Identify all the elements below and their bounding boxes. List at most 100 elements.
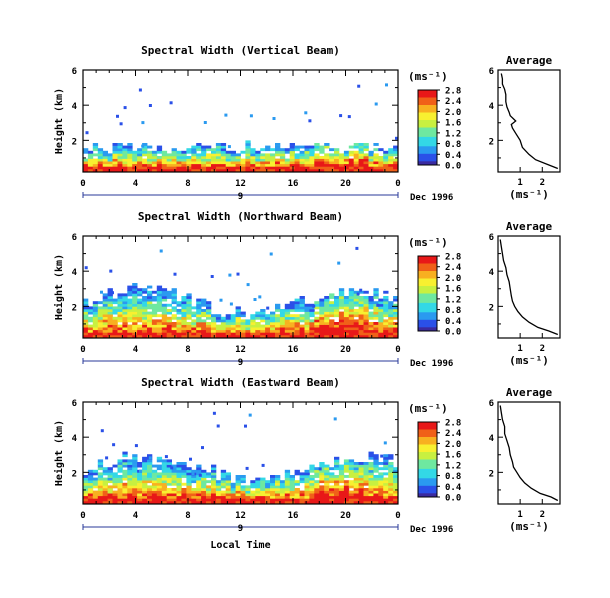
- heatmap-cell: [240, 495, 246, 499]
- heatmap-cell: [368, 451, 374, 455]
- heatmap-cell: [186, 488, 192, 491]
- heatmap-cell: [270, 475, 276, 478]
- heatmap-cell: [127, 303, 133, 307]
- colorbar-segment: [418, 159, 437, 162]
- heatmap-cell: [378, 467, 384, 471]
- heatmap-cell: [117, 314, 123, 318]
- heatmap-cell: [334, 495, 340, 499]
- heatmap-cell: [265, 498, 271, 502]
- heatmap-cell: [324, 158, 330, 162]
- heatmap-cell: [363, 161, 369, 165]
- heatmap-cell: [122, 169, 128, 172]
- heatmap-cell: [353, 169, 359, 172]
- heatmap-cell: [339, 114, 343, 118]
- heatmap-cell: [314, 475, 320, 478]
- colorbar-segment: [418, 295, 437, 298]
- colorbar-tick-label: 2.0: [445, 440, 461, 450]
- heatmap-cell: [363, 169, 369, 172]
- heatmap-cell: [181, 495, 187, 499]
- heatmap-cell: [368, 485, 374, 489]
- heatmap-cell: [353, 327, 359, 331]
- x-tick-label: 20: [340, 511, 351, 521]
- colorbar-tick-label: 1.2: [445, 295, 461, 305]
- heatmap-cell: [314, 329, 320, 333]
- heatmap-cell: [201, 480, 207, 484]
- heatmap-cell: [314, 169, 320, 172]
- heatmap-cell: [353, 332, 359, 336]
- heatmap-cell: [191, 501, 197, 504]
- heatmap-cell: [137, 493, 143, 497]
- y-tick-label: 4: [72, 268, 78, 278]
- heatmap-cell: [255, 324, 261, 328]
- colorbar-segment: [418, 487, 437, 490]
- heatmap-cell: [206, 322, 212, 325]
- heatmap-cell: [176, 332, 182, 336]
- heatmap-cell: [107, 288, 113, 292]
- heatmap-cell: [284, 332, 291, 336]
- heatmap-cell: [132, 296, 138, 299]
- heatmap-cell: [132, 314, 138, 318]
- heatmap-cell: [338, 166, 345, 170]
- heatmap-cell: [309, 488, 315, 491]
- heatmap-cell: [363, 153, 369, 157]
- heatmap-cell: [319, 298, 325, 302]
- heatmap-cell: [147, 501, 153, 504]
- heatmap-cell: [87, 153, 94, 157]
- colorbar-tick-label: 2.8: [445, 419, 461, 429]
- heatmap-cell: [151, 161, 158, 165]
- heatmap-cell: [324, 296, 330, 299]
- heatmap-cell: [147, 329, 153, 333]
- heatmap-cell: [181, 319, 187, 323]
- heatmap-cell: [368, 163, 374, 167]
- heatmap-cell: [363, 311, 369, 315]
- heatmap-cell: [304, 482, 310, 486]
- heatmap-cell: [230, 314, 236, 318]
- heatmap-cell: [186, 298, 192, 302]
- heatmap-cell: [329, 303, 335, 307]
- heatmap-cell: [250, 490, 256, 494]
- heatmap-cell: [255, 316, 261, 320]
- heatmap-cell: [132, 283, 138, 286]
- heatmap-cell: [171, 327, 177, 331]
- heatmap-cell: [314, 143, 320, 146]
- heatmap-cell: [373, 501, 379, 504]
- heatmap-cell: [314, 166, 320, 170]
- average-x-label: (ms⁻¹): [509, 354, 549, 367]
- heatmap-cell: [373, 495, 379, 499]
- heatmap-cell: [270, 490, 276, 494]
- heatmap-cell: [353, 143, 359, 146]
- heatmap-cell: [309, 482, 315, 486]
- heatmap-cell: [211, 327, 217, 331]
- heatmap-cell: [388, 306, 394, 310]
- heatmap-cell: [388, 169, 394, 172]
- heatmap-cell: [156, 498, 163, 502]
- heatmap-cell: [329, 158, 335, 162]
- heatmap-cell: [235, 169, 241, 172]
- heatmap-cell: [348, 469, 355, 473]
- heatmap-cell: [373, 288, 379, 292]
- heatmap-cell: [161, 490, 168, 494]
- heatmap-cell: [186, 314, 192, 318]
- heatmap-cell: [122, 156, 128, 159]
- heatmap-cell: [151, 464, 158, 468]
- heatmap-cell: [275, 480, 281, 484]
- heatmap-cell: [87, 306, 94, 310]
- heatmap-cell: [289, 316, 295, 320]
- heatmap-cell: [122, 319, 128, 323]
- heatmap-cell: [338, 480, 345, 484]
- heatmap-cell: [383, 498, 389, 502]
- heatmap-cell: [215, 145, 222, 149]
- heatmap-cell: [112, 145, 118, 149]
- heatmap-cell: [388, 301, 394, 305]
- heatmap-cell: [358, 161, 364, 165]
- heatmap-cell: [314, 501, 320, 504]
- heatmap-cell: [324, 469, 330, 473]
- heatmap-cell: [309, 303, 315, 307]
- heatmap-cell: [211, 482, 217, 486]
- heatmap-cell: [225, 316, 231, 320]
- colorbar-tick-label: 0.0: [445, 328, 461, 338]
- heatmap-cell: [92, 311, 99, 315]
- heatmap-cell: [378, 169, 384, 172]
- heatmap-cell: [132, 166, 138, 170]
- heatmap-cell: [309, 464, 315, 468]
